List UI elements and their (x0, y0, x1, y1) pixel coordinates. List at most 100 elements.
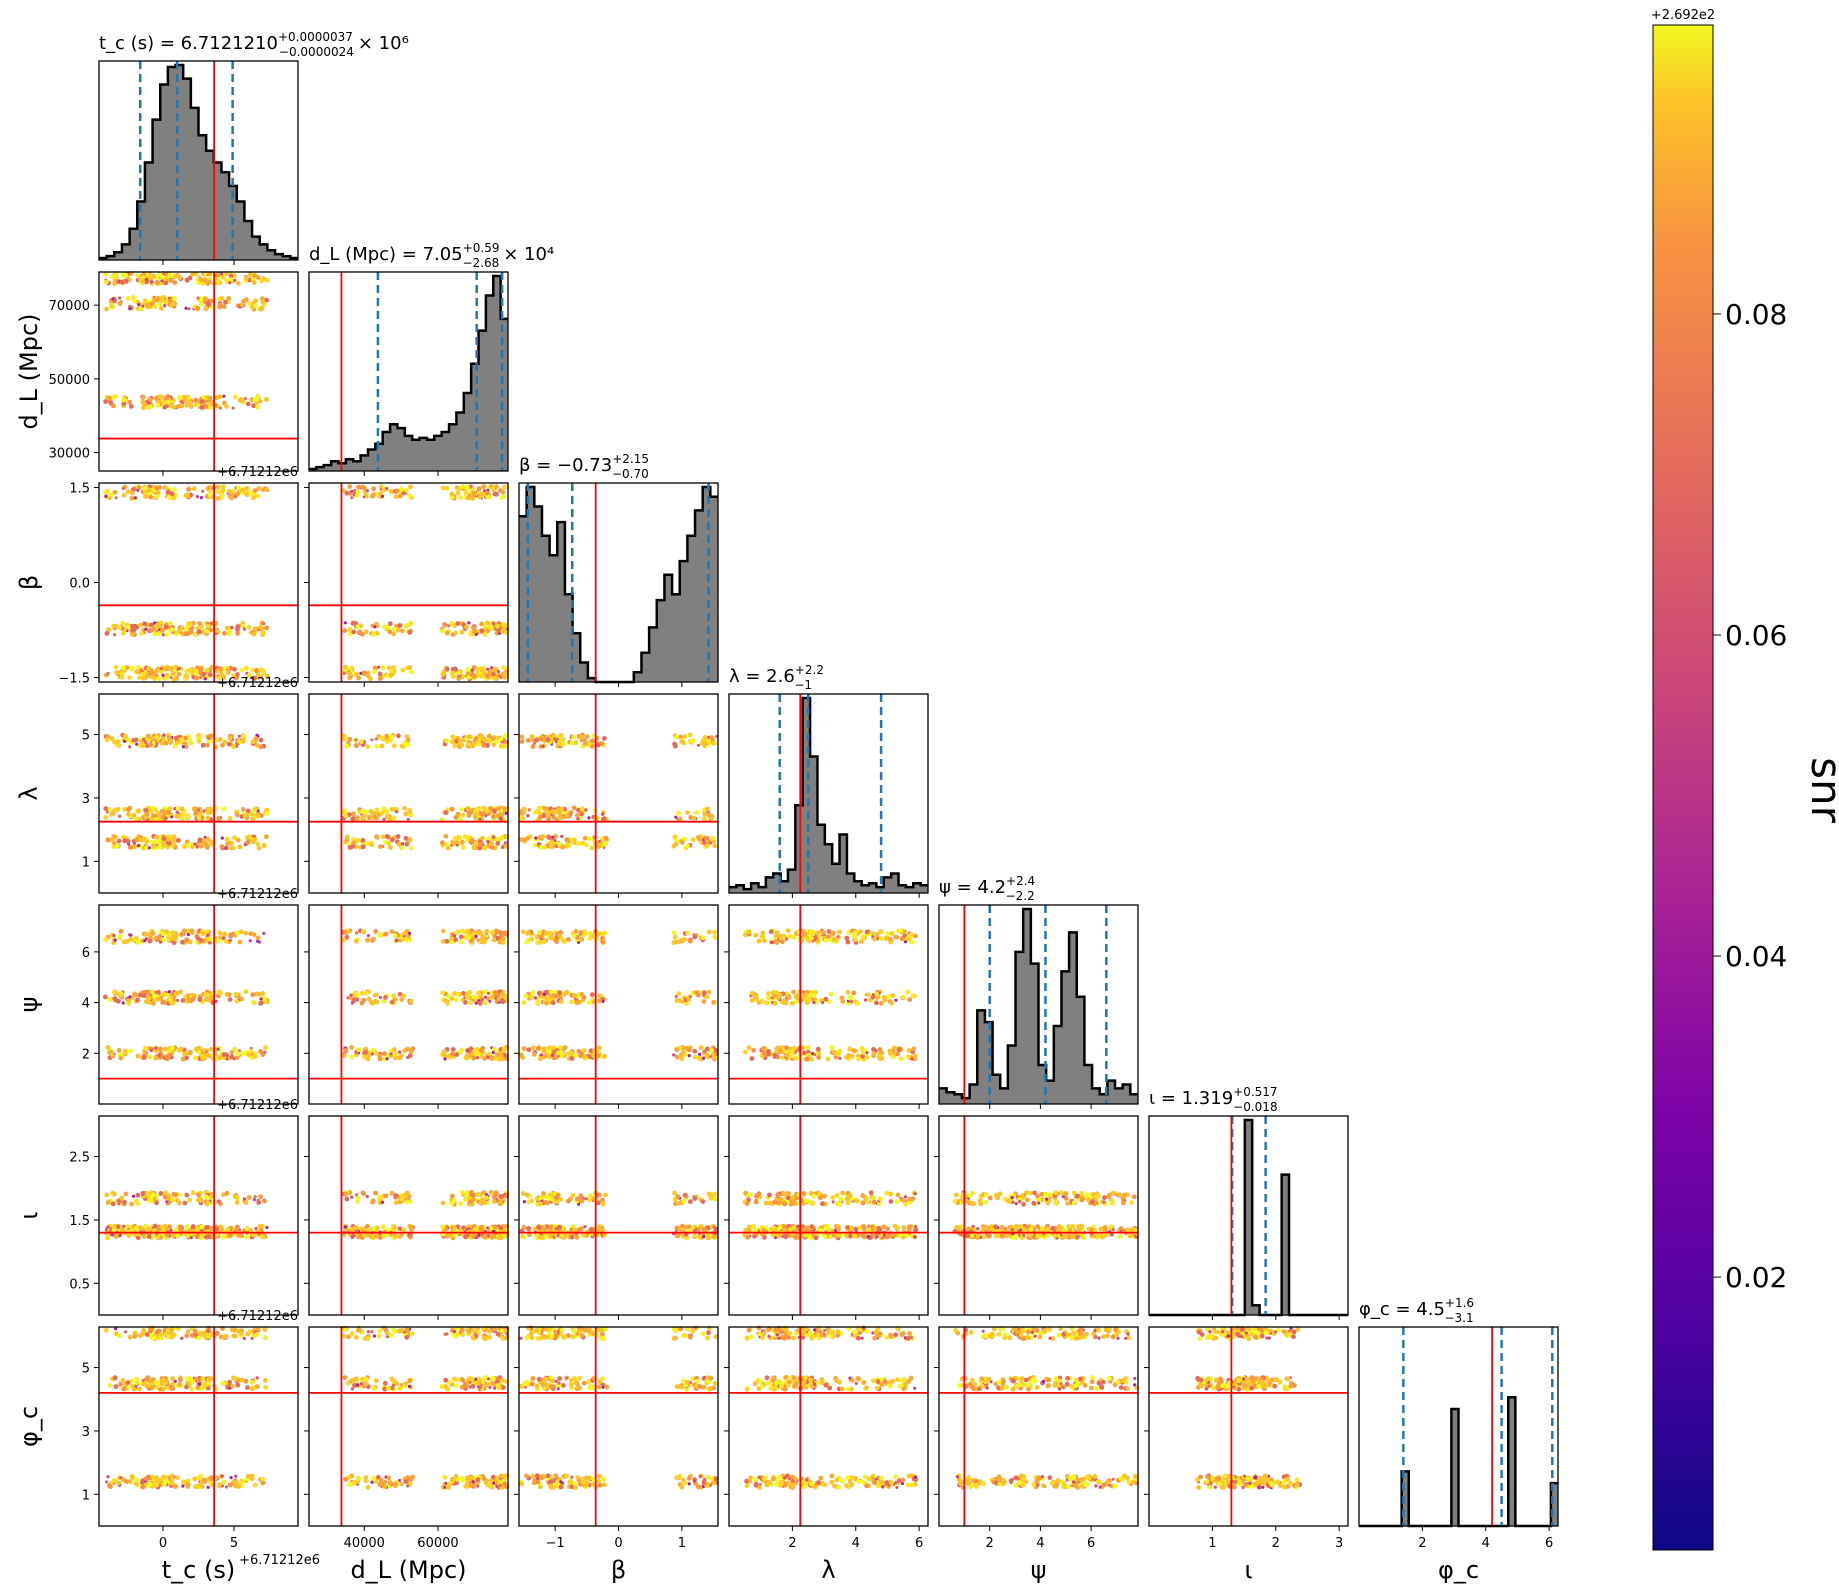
sample-point (103, 279, 109, 285)
sample-point (768, 929, 774, 935)
sample-point (175, 1233, 181, 1239)
y-tick-label: 5 (82, 729, 90, 744)
sample-point (111, 1224, 117, 1230)
sample-point (221, 400, 227, 406)
sample-point (772, 1001, 778, 1006)
sample-point (167, 1224, 172, 1229)
sample-point (164, 1232, 170, 1238)
sample-point (120, 620, 126, 626)
sample-point (440, 1224, 446, 1230)
sample-point (184, 1192, 190, 1198)
sample-point (465, 928, 471, 934)
sample-point (388, 672, 394, 678)
sample-point (874, 995, 880, 1001)
sample-point (393, 1200, 399, 1205)
sample-point (353, 991, 359, 997)
sample-point (845, 989, 851, 995)
sample-point (136, 940, 141, 945)
panel-frame (308, 1115, 509, 1316)
sample-point (457, 835, 463, 841)
sample-point (152, 621, 156, 625)
sample-point (243, 1200, 249, 1206)
sample-point (242, 1197, 246, 1201)
sample-point (460, 484, 465, 490)
sample-point (529, 1198, 535, 1204)
sample-point (389, 668, 394, 674)
sample-point (823, 938, 829, 943)
y-axis-label-psi: ψ (15, 997, 43, 1013)
sample-point (193, 1055, 199, 1061)
sample-point (228, 938, 232, 943)
sample-point (889, 931, 895, 936)
sample-point (234, 930, 240, 936)
sample-point (557, 990, 563, 995)
sample-point (533, 996, 538, 1000)
y-tick-label: 0.5 (69, 1277, 90, 1292)
sample-point (881, 995, 887, 1000)
sample-point (379, 743, 385, 749)
sample-point (370, 936, 376, 942)
sample-point (123, 739, 127, 744)
sample-point (150, 1047, 154, 1051)
sample-point (234, 1200, 240, 1205)
sample-point (471, 628, 477, 634)
sample-point (350, 1235, 354, 1240)
sample-point (196, 296, 200, 300)
sample-point (252, 675, 257, 681)
sample-point (907, 997, 913, 1003)
sample-point (107, 997, 113, 1002)
sample-point (791, 934, 797, 940)
sample-point (121, 397, 126, 403)
sample-point (541, 1046, 547, 1052)
sample-point (464, 994, 470, 1000)
sample-point (179, 806, 185, 812)
sample-point (116, 1047, 122, 1053)
sample-point (147, 671, 153, 676)
sample-point (251, 1000, 256, 1005)
sample-point (200, 931, 206, 936)
sample-point (374, 834, 379, 840)
sample-point (186, 487, 192, 492)
sample-point (156, 676, 162, 682)
sample-point (399, 845, 404, 851)
sample-point (221, 1234, 226, 1240)
sample-point (225, 841, 231, 846)
sample-point (555, 1050, 561, 1056)
sample-point (220, 274, 226, 280)
sample-point (601, 812, 605, 816)
sample-point (489, 1233, 494, 1239)
sample-point (704, 1053, 710, 1059)
sample-point (163, 624, 169, 630)
sample-point (121, 487, 125, 491)
sample-point (248, 1048, 254, 1054)
sample-point (459, 1047, 465, 1053)
sample-point (152, 993, 157, 999)
sample-point (349, 1054, 354, 1060)
sample-point (571, 734, 577, 740)
sample-point (203, 835, 207, 839)
sample-point (209, 298, 214, 304)
sample-point (498, 933, 504, 939)
sample-point (150, 930, 155, 936)
sample-point (253, 736, 259, 741)
sample-point (117, 625, 123, 631)
sample-point (492, 675, 498, 681)
sample-point (785, 937, 789, 941)
sample-point (856, 1056, 861, 1062)
sample-point (222, 739, 228, 745)
sample-point (525, 835, 531, 841)
sample-point (365, 744, 371, 750)
sample-point (122, 1048, 128, 1054)
sample-point (196, 739, 202, 744)
sample-point (195, 845, 199, 849)
sample-point (701, 737, 706, 743)
sample-point (197, 734, 203, 740)
sample-point (262, 931, 266, 936)
sample-point (455, 621, 461, 626)
sample-point (169, 491, 175, 497)
sample-point (258, 1194, 263, 1200)
sample-point (160, 809, 166, 814)
sample-point (587, 836, 593, 842)
sample-point (189, 1236, 193, 1240)
sample-point (378, 844, 383, 849)
